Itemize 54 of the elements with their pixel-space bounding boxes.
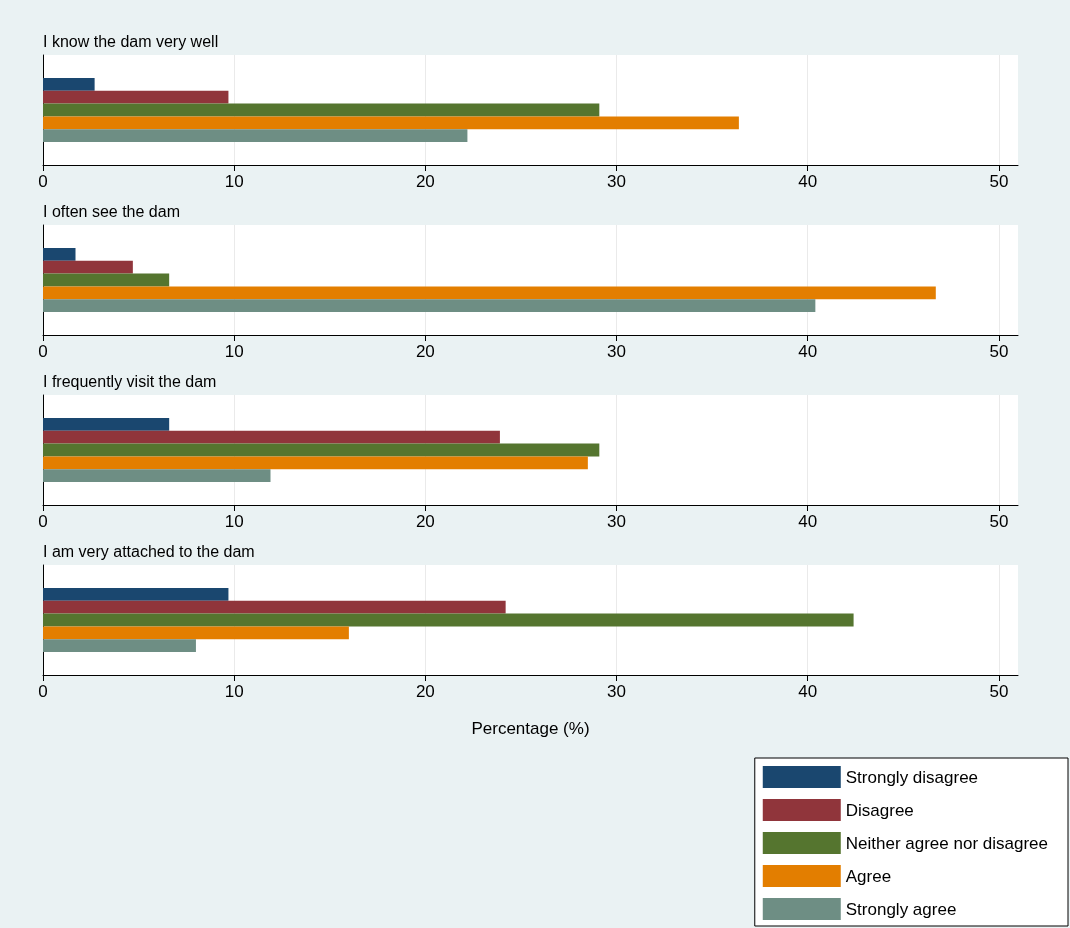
bar (43, 600, 506, 614)
bar (43, 299, 816, 312)
bar (43, 469, 271, 482)
x-tick-label: 0 (38, 512, 48, 531)
bar (43, 129, 468, 142)
bar (43, 248, 76, 261)
x-tick-label: 50 (989, 682, 1009, 701)
bar (43, 103, 600, 117)
x-tick-label: 50 (989, 172, 1009, 191)
legend-label: Agree (845, 866, 892, 886)
bar (43, 613, 854, 627)
legend-label: Strongly agree (845, 899, 957, 919)
x-tick-label: 30 (607, 172, 626, 191)
x-tick-label: 40 (798, 682, 818, 701)
bar (43, 639, 196, 652)
x-tick-label: 20 (415, 512, 435, 531)
legend-label: Neither agree nor disagree (845, 833, 1048, 853)
x-tick-label: 10 (224, 512, 244, 531)
bar (43, 78, 95, 91)
bar (43, 90, 229, 104)
x-tick-label: 0 (38, 342, 48, 361)
bar (43, 456, 588, 470)
legend-label: Strongly disagree (845, 767, 979, 787)
bar (43, 273, 170, 287)
bar (43, 260, 133, 274)
legend-label: Disagree (845, 800, 914, 820)
chart-title: I frequently visit the dam (43, 372, 217, 390)
x-tick-label: 20 (415, 172, 435, 191)
bar (43, 443, 600, 457)
bar (43, 286, 936, 300)
x-tick-label: 0 (38, 682, 48, 701)
x-tick-label: 20 (415, 342, 435, 361)
bar (43, 588, 229, 601)
x-tick-label: 40 (798, 172, 818, 191)
x-tick-label: 10 (224, 342, 244, 361)
x-tick-label: 50 (989, 342, 1009, 361)
bar (43, 418, 170, 431)
x-tick-label: 20 (415, 682, 435, 701)
chart-title: I know the dam very well (43, 32, 219, 50)
x-tick-label: 10 (224, 172, 244, 191)
chart-title: I am very attached to the dam (43, 542, 255, 560)
x-tick-label: 0 (38, 172, 48, 191)
x-tick-label: 50 (989, 512, 1009, 531)
bar (43, 116, 739, 130)
x-axis-title: Percentage (%) (471, 719, 590, 738)
x-tick-label: 10 (224, 682, 244, 701)
x-tick-label: 30 (607, 342, 626, 361)
x-tick-label: 40 (798, 512, 818, 531)
bar (43, 430, 500, 444)
x-tick-label: 30 (607, 682, 626, 701)
bar (43, 626, 349, 640)
chart-title: I often see the dam (43, 202, 180, 220)
x-tick-label: 30 (607, 512, 626, 531)
x-tick-label: 40 (798, 342, 818, 361)
